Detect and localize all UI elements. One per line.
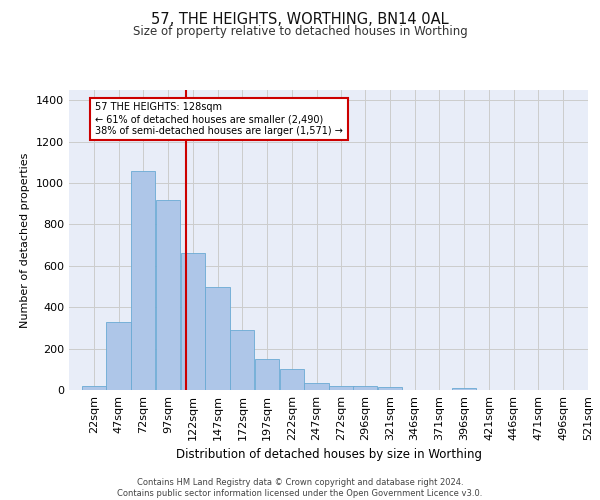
Bar <box>230 330 254 390</box>
Bar <box>82 386 106 390</box>
Text: Size of property relative to detached houses in Worthing: Size of property relative to detached ho… <box>133 25 467 38</box>
Bar <box>156 200 180 390</box>
Bar <box>378 387 402 390</box>
X-axis label: Distribution of detached houses by size in Worthing: Distribution of detached houses by size … <box>176 448 482 462</box>
Bar <box>452 388 476 390</box>
Y-axis label: Number of detached properties: Number of detached properties <box>20 152 31 328</box>
Text: 57 THE HEIGHTS: 128sqm
← 61% of detached houses are smaller (2,490)
38% of semi-: 57 THE HEIGHTS: 128sqm ← 61% of detached… <box>95 102 343 136</box>
Bar <box>106 322 131 390</box>
Bar <box>353 386 377 390</box>
Bar <box>131 170 155 390</box>
Bar <box>205 286 230 390</box>
Bar <box>329 386 353 390</box>
Bar <box>280 370 304 390</box>
Bar <box>255 359 279 390</box>
Text: 57, THE HEIGHTS, WORTHING, BN14 0AL: 57, THE HEIGHTS, WORTHING, BN14 0AL <box>151 12 449 28</box>
Bar <box>181 254 205 390</box>
Bar <box>304 383 329 390</box>
Text: Contains HM Land Registry data © Crown copyright and database right 2024.
Contai: Contains HM Land Registry data © Crown c… <box>118 478 482 498</box>
